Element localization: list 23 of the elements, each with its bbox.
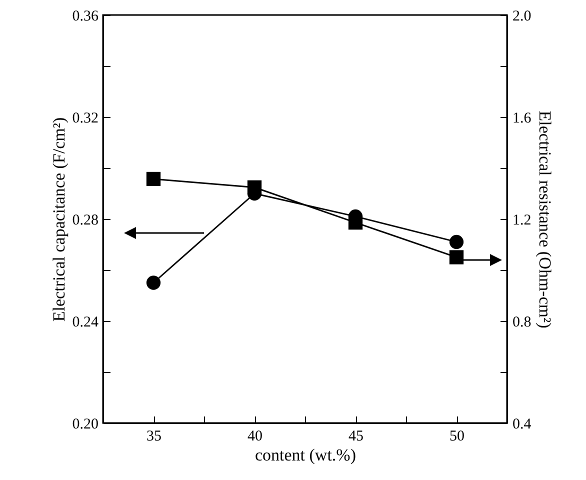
point bbox=[146, 276, 161, 290]
y-tick-label: 0.36 bbox=[72, 8, 99, 24]
y2-axis-title: Electrical resistance (Ohm-cm²) bbox=[535, 110, 554, 328]
x-tick-label: 45 bbox=[348, 428, 364, 444]
point bbox=[247, 180, 262, 194]
x-axis-title: content (wt.%) bbox=[254, 446, 356, 464]
x-tick-label: 50 bbox=[450, 428, 464, 444]
y-tick-label: 0.24 bbox=[72, 314, 99, 330]
y2-tick-label: 0.8 bbox=[512, 314, 532, 330]
y2-tick-label: 0.4 bbox=[512, 416, 532, 432]
y2-tick-label: 1.2 bbox=[512, 212, 532, 228]
point bbox=[449, 234, 464, 250]
point bbox=[146, 172, 161, 186]
y-tick-label: 0.28 bbox=[72, 212, 98, 228]
y-axis-title: Electrical capacitance (F/cm²) bbox=[49, 117, 68, 322]
point bbox=[449, 250, 464, 264]
y2-tick-label: 2.0 bbox=[512, 8, 532, 24]
x-tick-label: 35 bbox=[146, 428, 162, 444]
x-tick-label: 40 bbox=[248, 428, 262, 444]
y2-tick-label: 1.6 bbox=[512, 110, 532, 126]
y-tick-label: 0.20 bbox=[72, 416, 98, 432]
point bbox=[348, 216, 363, 230]
y-tick-label: 0.32 bbox=[72, 110, 98, 126]
